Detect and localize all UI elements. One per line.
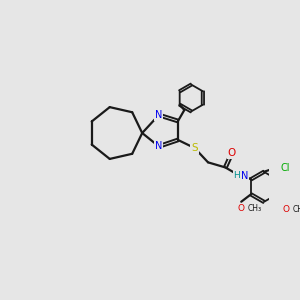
Text: CH₃: CH₃ — [248, 204, 262, 213]
Text: N: N — [155, 141, 163, 152]
Text: O: O — [238, 204, 245, 213]
Text: H: H — [233, 171, 240, 180]
Text: Cl: Cl — [280, 163, 289, 173]
Text: O: O — [228, 148, 236, 158]
Text: CH₃: CH₃ — [292, 205, 300, 214]
Text: O: O — [282, 205, 289, 214]
Text: S: S — [191, 143, 198, 153]
Text: N: N — [155, 110, 163, 120]
Text: N: N — [241, 171, 248, 181]
